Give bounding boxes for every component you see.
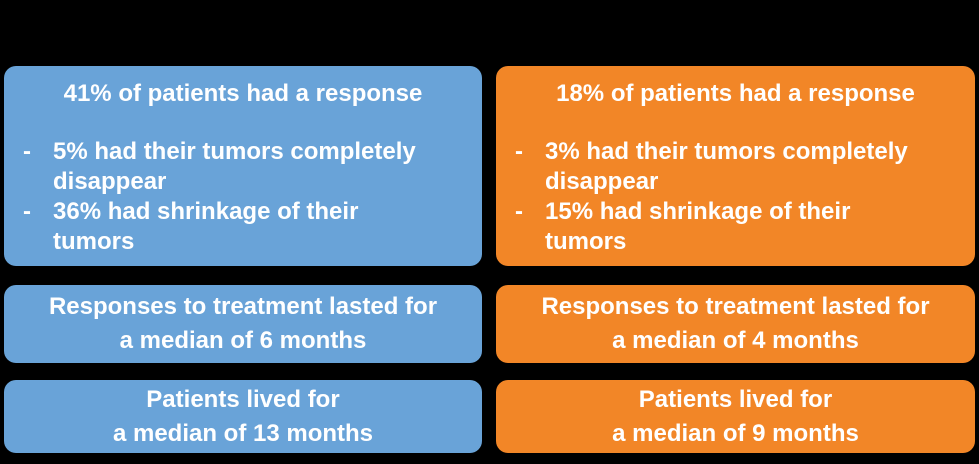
- bullet-dash: -: [23, 198, 31, 225]
- response-heading-orange: 18% of patients had a response: [556, 80, 915, 107]
- duration-card-orange: Responses to treatment lasted for a medi…: [496, 285, 975, 363]
- survival-line-2: a median of 9 months: [612, 419, 859, 447]
- survival-line-2: a median of 13 months: [112, 419, 374, 447]
- survival-card-blue: Patients lived for a median of 13 months: [4, 380, 482, 453]
- survival-line-1: Patients lived for: [146, 385, 340, 413]
- response-heading-blue: 41% of patients had a response: [63, 80, 423, 107]
- survival-line-1: Patients lived for: [638, 385, 833, 413]
- bullet-dash: -: [515, 198, 523, 225]
- bullet-item: - 5% had their tumors completely disappe…: [20, 137, 466, 197]
- bullet-item: - 3% had their tumors completely disappe…: [512, 137, 959, 197]
- duration-line-1: Responses to treatment lasted for: [48, 293, 438, 320]
- duration-card-blue: Responses to treatment lasted for a medi…: [4, 285, 482, 363]
- bullet-item: - 15% had shrinkage of their tumors: [512, 197, 959, 257]
- response-bullets-orange: - 3% had their tumors completely disappe…: [512, 137, 959, 257]
- response-card-orange: 18% of patients had a response - 3% had …: [496, 66, 975, 266]
- response-bullets-blue: - 5% had their tumors completely disappe…: [20, 137, 466, 257]
- duration-line-1: Responses to treatment lasted for: [541, 293, 930, 320]
- duration-line-2: a median of 4 months: [612, 327, 859, 354]
- response-card-blue: 41% of patients had a response - 5% had …: [4, 66, 482, 266]
- bullet-item: - 36% had shrinkage of their tumors: [20, 197, 466, 257]
- bullet-text: 3% had their tumors completely disappear: [545, 138, 908, 195]
- survival-card-orange: Patients lived for a median of 9 months: [496, 380, 975, 453]
- column-blue-treatment: 41% of patients had a response - 5% had …: [4, 66, 482, 453]
- duration-line-2: a median of 6 months: [119, 327, 367, 354]
- bullet-dash: -: [515, 138, 523, 165]
- column-orange-treatment: 18% of patients had a response - 3% had …: [496, 66, 975, 453]
- bullet-text: 5% had their tumors completely disappear: [53, 138, 416, 195]
- bullet-dash: -: [23, 138, 31, 165]
- comparison-grid: 41% of patients had a response - 5% had …: [4, 66, 975, 453]
- bullet-text: 15% had shrinkage of their tumors: [545, 198, 851, 255]
- bullet-text: 36% had shrinkage of their tumors: [53, 198, 359, 255]
